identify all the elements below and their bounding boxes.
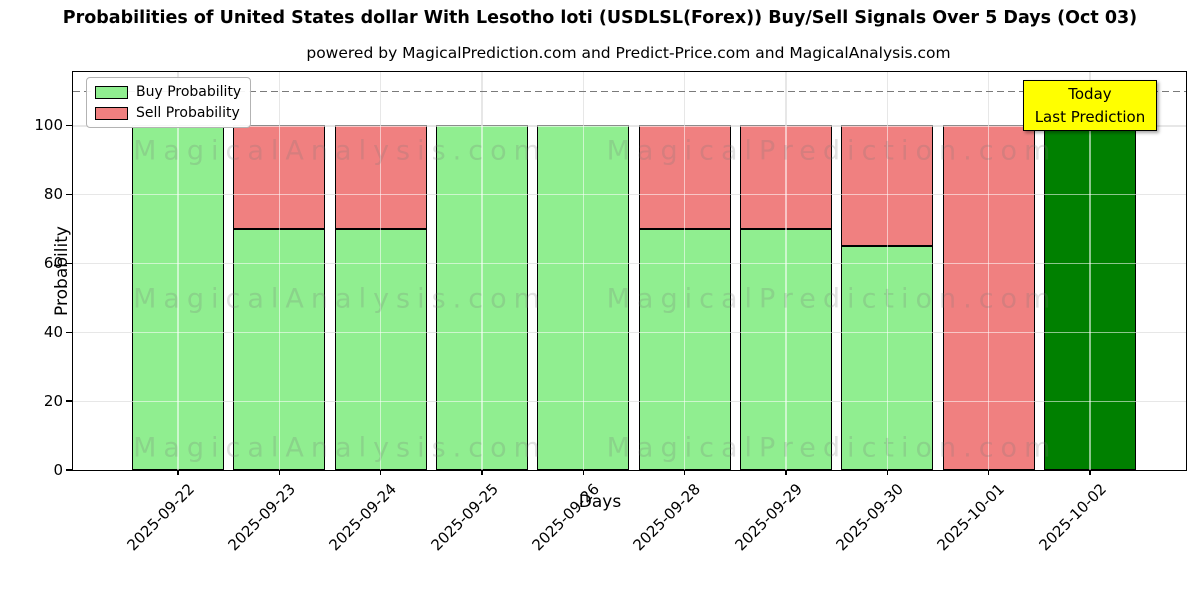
gridline-v [1089,72,1091,470]
gridline-v [988,72,990,470]
chart-subtitle: powered by MagicalPrediction.com and Pre… [306,44,951,62]
today-annotation-line1: Today [1068,85,1112,103]
y-tick-mark [65,193,72,196]
x-axis-label: Days [578,492,622,512]
legend-label-buy: Buy Probability [136,84,242,100]
y-tick-mark [65,262,72,264]
gridline-v [278,72,280,470]
gridline-v [684,72,686,470]
legend-item-buy: Buy Probability [95,84,241,100]
legend-label-sell: Sell Probability [136,105,240,121]
legend: Buy Probability Sell Probability [86,77,252,128]
today-annotation: Today Last Prediction [1022,80,1157,131]
x-tick-mark [1089,470,1091,475]
y-axis-label: Probability [51,226,72,316]
y-tick-mark [65,331,72,333]
chart-title: Probabilities of United States dollar Wi… [62,8,1138,28]
gridline-v [886,72,888,470]
y-tick-mark [65,469,72,471]
dashed-threshold-line [73,90,1186,93]
gridline-v [380,72,382,470]
x-tick-mark [177,470,179,475]
y-tick-label: 100 [34,116,63,135]
x-tick-mark [582,470,585,475]
today-annotation-line2: Last Prediction [1034,107,1146,126]
plot-area: MagicalAnalysis.com MagicalPrediction.com… [34,71,1187,554]
gridline-v [481,72,483,470]
gridline-v [582,72,584,470]
x-tick-mark [684,470,686,475]
y-tick-label: 40 [43,323,63,342]
gridline-h [73,263,1186,265]
legend-item-sell: Sell Probability [95,105,241,121]
y-tick-mark [65,124,72,127]
gridline-v [177,72,179,470]
y-tick-label: 0 [53,461,63,479]
x-tick-mark [886,470,888,475]
x-tick-mark [481,470,483,475]
x-tick-mark [988,470,990,475]
sell-swatch-icon [95,106,128,120]
y-tick-label: 80 [43,185,63,204]
gridline-h [73,125,1186,127]
y-tick-mark [65,400,72,402]
buy-swatch-icon [95,85,128,99]
x-tick-mark [278,470,281,475]
x-tick-mark [380,470,382,475]
x-tick-mark [785,470,787,475]
gridline-h [73,194,1186,196]
y-tick-label: 60 [43,254,63,273]
gridline-h [73,401,1186,403]
gridline-h [73,332,1186,334]
y-tick-label: 20 [43,392,63,411]
gridline-v [785,72,787,470]
